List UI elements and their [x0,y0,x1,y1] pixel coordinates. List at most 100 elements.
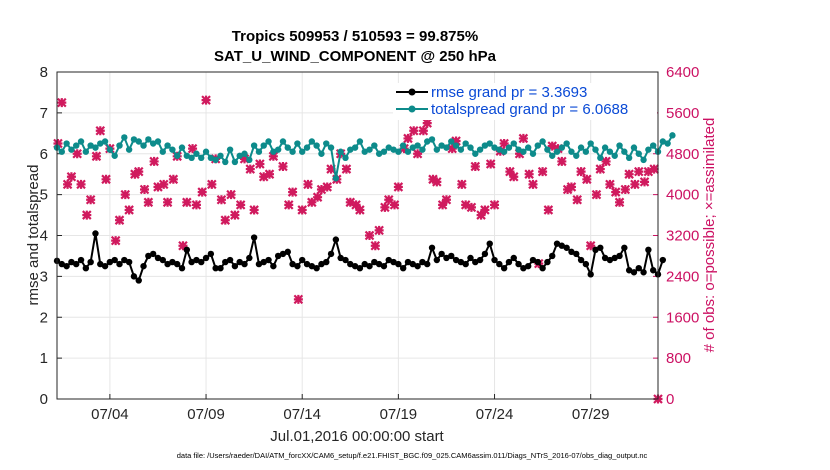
obs-point [518,133,529,144]
series-point [544,258,551,266]
series-point [217,265,224,272]
y-ticks-right: 0 800 1600 2400 3200 4000 4800 5600 6400 [653,64,699,408]
series-point [202,254,210,262]
series-point [140,142,147,149]
series-point [448,252,455,260]
series-point [130,273,138,280]
series-point [424,260,431,268]
obs-point [53,138,63,149]
obs-point [322,182,332,192]
obs-point [85,194,96,205]
series-point [332,236,340,243]
series-point [409,260,416,268]
obs-point [355,205,365,215]
y-tick-label: 2 [40,309,48,326]
obs-point [380,202,390,213]
series-point [457,146,465,153]
series-point [472,258,479,266]
series-point [106,146,114,153]
obs-point [239,154,250,164]
obs-point [633,166,644,177]
series-point [169,258,176,266]
obs-point [480,205,490,215]
series-point [63,262,70,270]
series-point [524,262,532,270]
y-tick-label: 1 [40,350,48,367]
obs-point [235,200,246,210]
obs-point [543,205,554,215]
x-tick-label: 07/14 [283,406,321,423]
obs-point [197,187,207,197]
series-point [145,136,152,143]
y-tick-label: 0 [40,391,48,408]
series-point [226,256,234,264]
series-point [294,140,301,147]
obs-point [432,177,442,187]
series-point [395,260,402,268]
series-point [265,256,272,264]
y-tick-label: 4 [40,228,48,245]
obs-point [249,205,259,215]
series-point [337,148,344,155]
series-point [236,258,243,266]
series-point [313,142,320,149]
series-point [217,152,224,159]
series-point [183,246,191,254]
series-point [347,146,354,153]
series-point [303,260,311,268]
series-point [188,154,195,162]
series-point [337,254,344,262]
series-point [351,144,359,151]
series-point [414,262,421,270]
obs-point [191,200,202,210]
series-point [414,142,421,149]
series-point [448,138,455,145]
series-point [438,142,445,149]
obs-point [297,205,307,215]
series-point [87,258,94,266]
series-point [640,156,647,164]
legend-spread-label: totalspread grand pr = 6.0688 [431,101,628,118]
series-point [101,138,109,145]
y-tick-label: 8 [40,64,48,81]
series-point [558,242,566,249]
series-point [625,267,633,274]
series-point [606,256,614,264]
obs-point [505,166,515,177]
series-point [284,144,291,151]
series-point [472,150,479,157]
series-point [212,265,219,272]
obs-point [591,189,602,200]
obs-point [370,240,381,251]
series-point [399,265,407,272]
series-point [164,260,171,268]
obs-point [566,182,577,192]
series-point [443,144,450,151]
series-point [212,156,219,164]
series-point [500,265,508,272]
chart-subtitle: SAT_U_WIND_COMPONENT @ 250 hPa [214,48,497,65]
series-point [342,256,349,264]
series-point [645,146,652,153]
obs-point [466,202,477,213]
series-point [496,146,503,153]
series-point [664,140,671,147]
obs-point [524,169,534,179]
series-point [486,240,493,247]
series-point [582,260,590,268]
series-point [236,152,243,159]
series-point [101,262,109,270]
series-point [97,260,104,268]
obs-point [476,210,486,220]
series-point [491,144,498,151]
series-point [308,138,316,145]
obs-point [162,197,173,208]
series-point [270,148,277,155]
series-point [520,265,527,272]
series-point [73,260,80,268]
series-point [438,250,445,258]
x-axis-label: Jul.01,2016 00:00:00 start [270,428,444,445]
obs-point [547,141,558,151]
series-point [597,244,604,251]
series-point [404,258,412,266]
